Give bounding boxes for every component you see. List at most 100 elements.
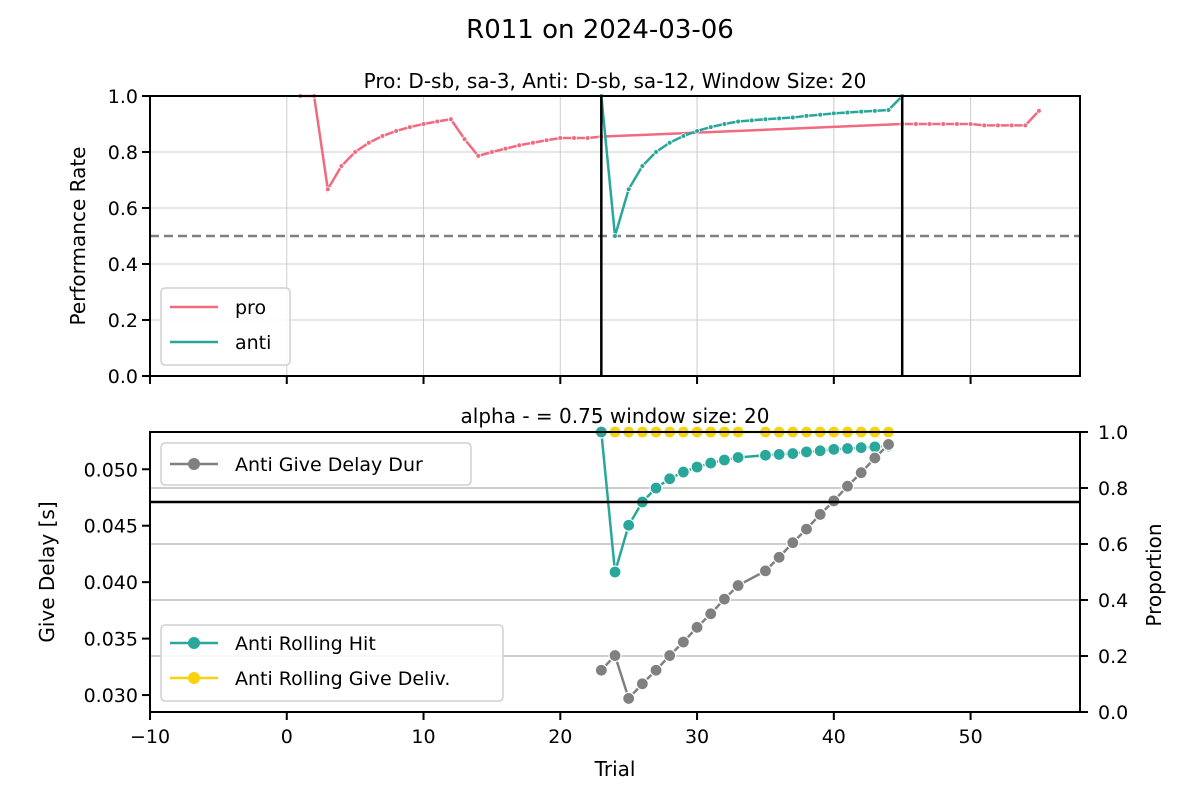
series-point-anti-give-delay-dur xyxy=(663,648,677,663)
series-point-anti-rolling-hit xyxy=(799,445,814,459)
series-point-anti-rolling-hit xyxy=(608,565,622,579)
x-tick-label: 0 xyxy=(281,726,293,748)
series-point-pro xyxy=(379,133,386,139)
series-point-pro xyxy=(502,145,509,152)
series-line-anti xyxy=(600,95,904,237)
series-point-anti-rolling-hit xyxy=(731,450,745,465)
left-y-tick-label: 0.030 xyxy=(84,685,138,707)
series-point-anti-rolling-hit xyxy=(868,440,882,454)
bottom-plot-frame xyxy=(149,431,1081,713)
series-point-anti xyxy=(680,133,687,139)
series-point-anti-rolling-hit xyxy=(772,447,786,461)
series-point-anti xyxy=(721,121,728,127)
series-point-pro xyxy=(420,121,427,127)
legend-marker-give-delay xyxy=(188,458,200,470)
series-point-pro xyxy=(393,128,399,134)
series-point-anti xyxy=(735,118,741,125)
series-point-pro xyxy=(475,153,482,159)
right-legend-box xyxy=(160,624,504,702)
x-tick-label: −10 xyxy=(130,726,170,748)
series-point-anti xyxy=(789,114,796,121)
series-point-anti-rolling-hit xyxy=(663,472,677,486)
series-point-anti-give-delay-dur xyxy=(868,451,882,465)
x-axis-label: Trial xyxy=(594,757,636,781)
bottom-axes: −10 0 10 20 30 40 50 0.0 0.2 0.4 0.6 0.8 1.0 0.030 0.0… xyxy=(84,422,1129,748)
top-plot-frame xyxy=(149,95,1081,377)
series-point-anti-give-delay-dur xyxy=(854,466,868,480)
legend-label-pro: pro xyxy=(235,297,266,319)
top-y-tick-label: 1.0 xyxy=(108,86,138,108)
series-point-pro xyxy=(1022,122,1029,129)
series-point-anti-give-delay-dur xyxy=(717,592,732,606)
series-point-anti-rolling-hit xyxy=(622,518,636,532)
top-y-tick-label: 0.2 xyxy=(108,310,138,332)
top-y-tick-label: 0.4 xyxy=(108,254,138,276)
left-y-tick-label: 0.040 xyxy=(84,572,138,594)
series-point-anti-rolling-hit xyxy=(758,448,773,462)
series-point-pro xyxy=(1008,122,1015,129)
series-point-anti-rolling-hit xyxy=(827,442,841,456)
top-marks xyxy=(150,93,1080,376)
x-tick-label: 40 xyxy=(822,726,846,748)
bottom-right-y-axis-label: Proportion xyxy=(1142,523,1166,626)
series-point-anti xyxy=(666,139,673,146)
series-point-anti xyxy=(803,113,810,119)
top-y-axis-label: Performance Rate xyxy=(66,147,90,326)
series-point-pro xyxy=(448,116,454,123)
series-point-anti-rolling-hit xyxy=(854,441,868,455)
series-point-anti-give-delay-dur xyxy=(786,536,800,550)
series-point-anti xyxy=(858,108,864,115)
series-point-anti xyxy=(625,186,632,193)
legend-label-give-delay: Anti Give Delay Dur xyxy=(235,454,423,476)
top-y-tick-label: 0.6 xyxy=(108,198,138,220)
series-point-anti-give-delay-dur xyxy=(649,663,663,677)
series-point-anti-give-delay-dur xyxy=(813,507,827,522)
series-point-pro xyxy=(516,142,523,149)
series-point-anti-give-delay-dur xyxy=(799,522,814,536)
series-point-pro xyxy=(461,136,468,142)
series-point-pro xyxy=(913,121,919,127)
series-point-anti xyxy=(694,128,700,134)
legend-label-anti: anti xyxy=(235,332,271,354)
series-point-anti-rolling-hit xyxy=(690,460,704,474)
series-point-anti-rolling-hit xyxy=(840,441,855,456)
series-point-anti xyxy=(885,107,892,113)
top-panel-title: Pro: D-sb, sa-3, Anti: D-sb, sa-12, Wind… xyxy=(364,69,867,93)
x-tick-label: 50 xyxy=(958,726,982,748)
series-point-pro xyxy=(584,135,591,141)
series-point-pro xyxy=(407,124,413,130)
x-tick-label: 30 xyxy=(685,726,709,748)
series-point-anti-rolling-hit xyxy=(676,465,690,479)
top-y-tick-label: 0.0 xyxy=(108,366,138,388)
x-tick-label: 10 xyxy=(411,726,435,748)
top-legend: pro anti xyxy=(160,287,291,366)
series-point-pro xyxy=(571,135,577,141)
left-y-tick-label: 0.035 xyxy=(84,629,138,651)
series-point-anti-rolling-hit xyxy=(704,456,718,470)
series-point-anti xyxy=(831,110,837,117)
right-y-tick-label: 0.6 xyxy=(1098,534,1128,556)
series-point-anti-give-delay-dur xyxy=(622,691,636,706)
legend-label-1: Anti Rolling Hit xyxy=(235,633,376,655)
bottom-panel-title: alpha - = 0.75 window size: 20 xyxy=(461,404,770,428)
series-point-pro xyxy=(352,149,358,155)
right-y-tick-label: 0.0 xyxy=(1098,702,1128,724)
series-line-pro xyxy=(300,94,1040,193)
series-point-pro xyxy=(995,122,1001,129)
series-point-pro xyxy=(324,186,331,193)
series-point-pro xyxy=(1036,108,1042,114)
series-point-anti-give-delay-dur xyxy=(731,578,745,593)
series-point-anti-give-delay-dur xyxy=(635,677,649,691)
x-tick-label: 20 xyxy=(548,726,572,748)
series-point-pro xyxy=(981,122,988,129)
right-y-tick-label: 0.4 xyxy=(1098,590,1128,612)
top-axes: 0.0 0.2 0.4 0.6 0.8 1.0 xyxy=(108,86,1081,388)
series-point-pro xyxy=(530,139,536,146)
series-point-anti xyxy=(748,117,755,124)
figure-title: R011 on 2024-03-06 xyxy=(466,15,734,45)
series-point-anti xyxy=(653,149,659,155)
series-point-anti xyxy=(872,108,878,114)
series-point-anti-give-delay-dur xyxy=(881,437,896,452)
top-panel: Pro: D-sb, sa-3, Anti: D-sb, sa-12, Wind… xyxy=(66,69,1081,388)
